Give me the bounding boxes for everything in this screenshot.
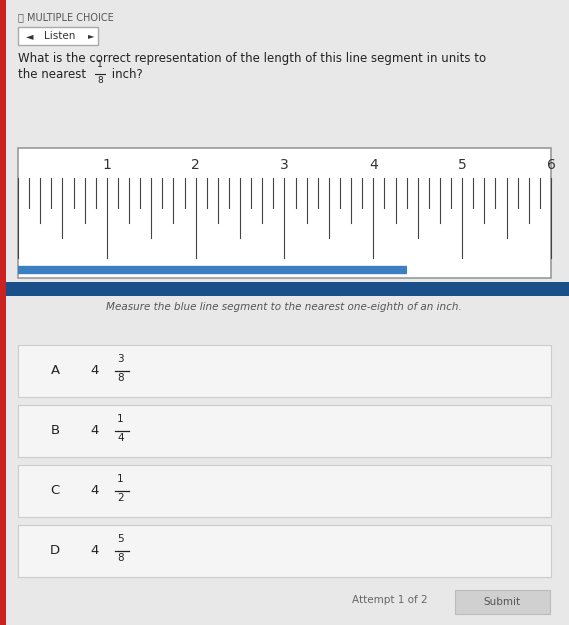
Text: 1: 1: [102, 158, 112, 172]
Bar: [18, 148, 551, 278]
Text: inch?: inch?: [108, 68, 143, 81]
Bar: [18, 525, 551, 577]
Text: 8: 8: [97, 76, 103, 85]
Text: 1: 1: [97, 60, 103, 69]
Text: C: C: [51, 484, 60, 498]
Text: What is the correct representation of the length of this line segment in units t: What is the correct representation of th…: [18, 52, 486, 65]
Text: 5: 5: [117, 534, 123, 544]
Text: 5: 5: [458, 158, 467, 172]
Text: D: D: [50, 544, 60, 558]
Text: Measure the blue line segment to the nearest one-eighth of an inch.: Measure the blue line segment to the nea…: [106, 302, 462, 312]
Text: 4: 4: [91, 424, 99, 438]
Text: 8: 8: [117, 553, 123, 563]
Bar: [0, 282, 569, 296]
Text: 4: 4: [91, 484, 99, 498]
Text: 2: 2: [191, 158, 200, 172]
Text: 4: 4: [91, 544, 99, 558]
Text: 3: 3: [117, 354, 123, 364]
Bar: [18, 405, 551, 457]
Text: the nearest: the nearest: [18, 68, 90, 81]
Text: 4: 4: [369, 158, 378, 172]
Text: 記 MULTIPLE CHOICE: 記 MULTIPLE CHOICE: [18, 12, 114, 22]
Text: 8: 8: [117, 373, 123, 383]
Text: ►: ►: [88, 31, 94, 41]
Bar: [0, 0, 6, 625]
Text: 4: 4: [117, 433, 123, 443]
Text: 3: 3: [280, 158, 289, 172]
Bar: [455, 590, 550, 614]
Text: B: B: [51, 424, 60, 438]
Bar: [18, 345, 551, 397]
Text: ◄: ◄: [26, 31, 34, 41]
Bar: [18, 465, 551, 517]
Text: 4: 4: [91, 364, 99, 378]
Text: A: A: [51, 364, 60, 378]
Text: Listen: Listen: [44, 31, 75, 41]
Bar: [18, 27, 98, 45]
Text: 1: 1: [117, 474, 123, 484]
Text: Attempt 1 of 2: Attempt 1 of 2: [352, 595, 428, 605]
Text: 1: 1: [117, 414, 123, 424]
Text: 6: 6: [547, 158, 555, 172]
Text: 2: 2: [117, 493, 123, 503]
Text: Submit: Submit: [484, 597, 521, 607]
